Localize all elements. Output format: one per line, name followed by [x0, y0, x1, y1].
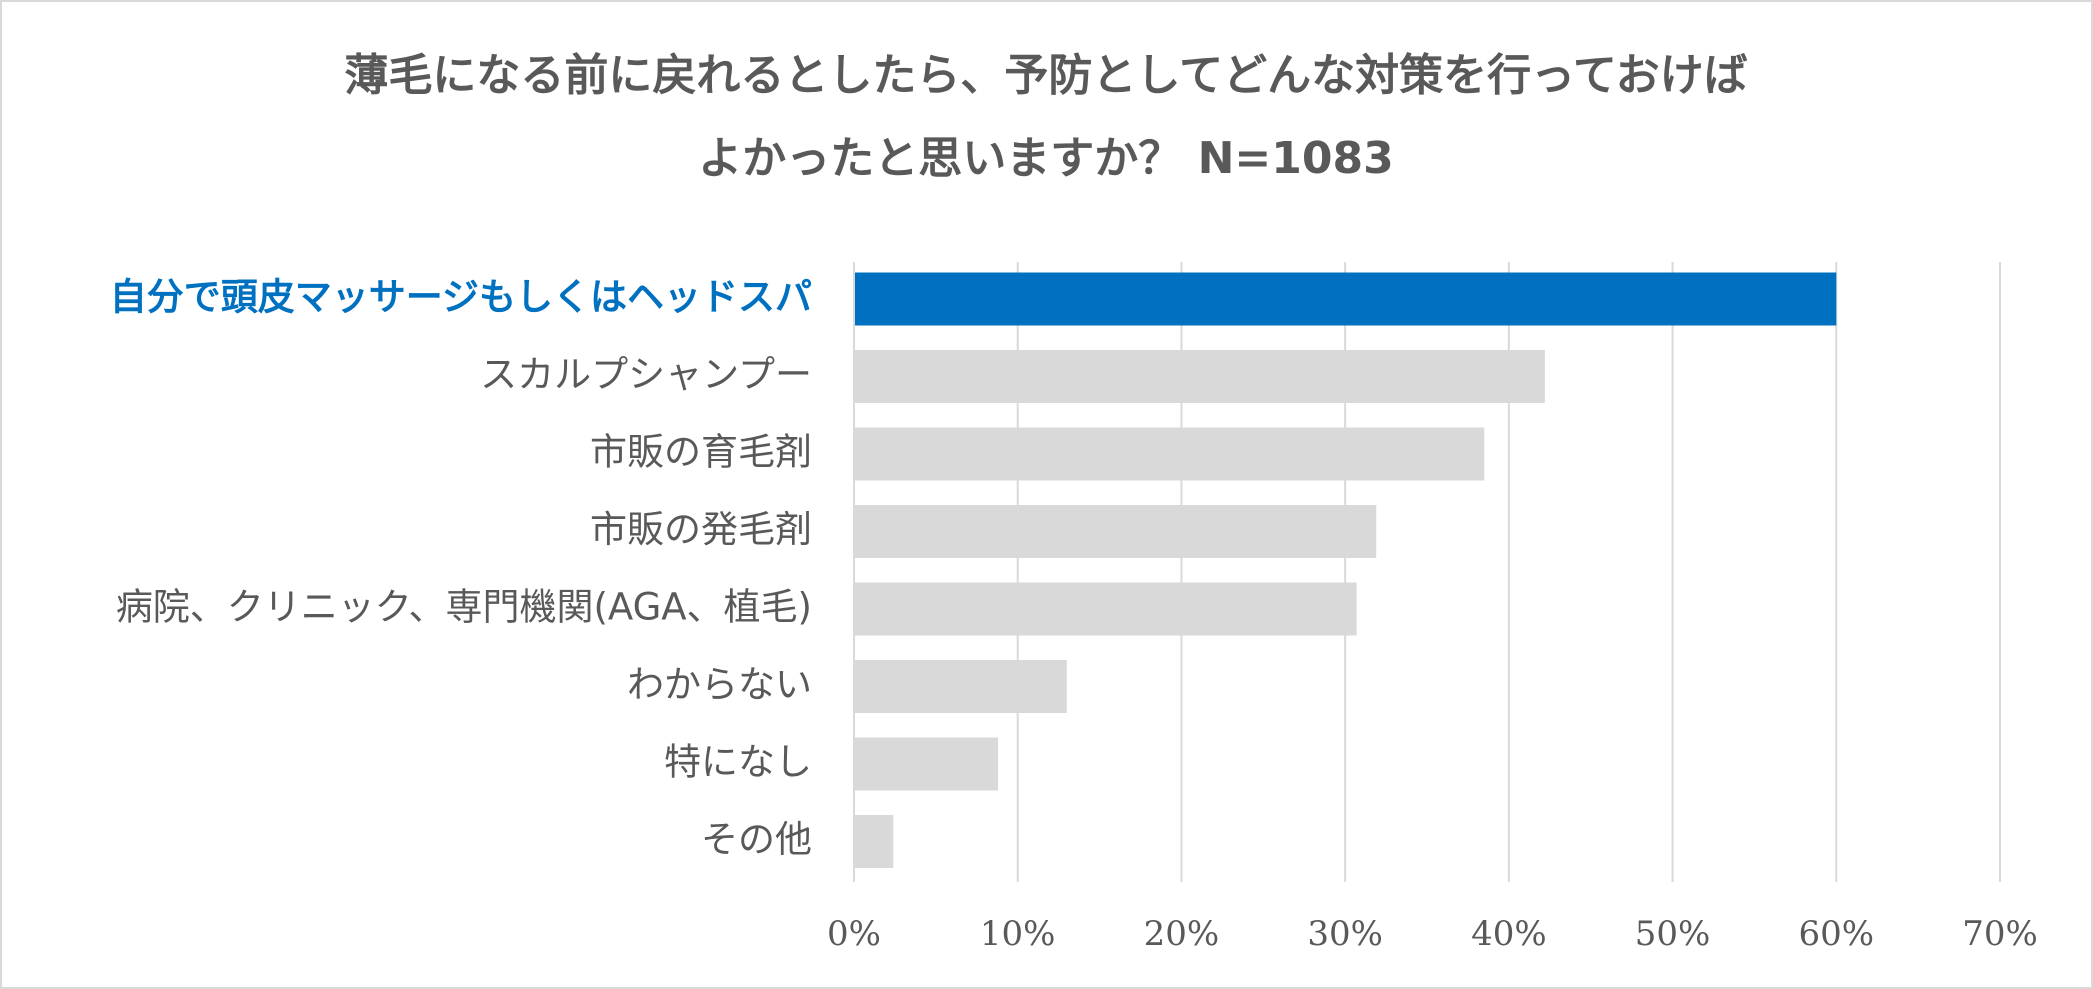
y-tick-label: 自分で頭皮マッサージもしくはヘッドスパ [110, 276, 812, 319]
x-tick-label: 50% [1635, 914, 1711, 954]
y-tick-label: 市販の育毛剤 [590, 431, 812, 474]
y-tick-label: その他 [701, 818, 812, 861]
bar [854, 737, 999, 791]
x-tick-label: 70% [1962, 914, 2038, 954]
y-tick-label: 特になし [664, 741, 812, 784]
bar [854, 582, 1357, 636]
x-tick-label: 10% [980, 914, 1056, 954]
x-tick-label: 60% [1798, 914, 1874, 954]
bar [854, 427, 1485, 481]
chart-title: よかったと思いますか？ N=1083 [698, 133, 1393, 184]
y-tick-label: 市販の発毛剤 [590, 508, 812, 551]
chart-title: 薄毛になる前に戻れるとしたら、予防としてどんな対策を行っておけば [344, 50, 1747, 101]
bar [854, 505, 1377, 558]
y-tick-label: 病院、クリニック、専門機関(AGA、植毛) [116, 586, 812, 629]
x-tick-label: 40% [1471, 914, 1547, 954]
bar [854, 272, 1837, 326]
x-tick-label: 20% [1144, 914, 1220, 954]
y-tick-label: スカルプシャンプー [480, 353, 812, 396]
bar [854, 660, 1067, 713]
bar [854, 350, 1545, 403]
bar [854, 815, 894, 868]
x-tick-label: 30% [1307, 914, 1383, 954]
y-tick-label: わからない [627, 663, 812, 706]
x-tick-label: 0% [827, 914, 881, 954]
